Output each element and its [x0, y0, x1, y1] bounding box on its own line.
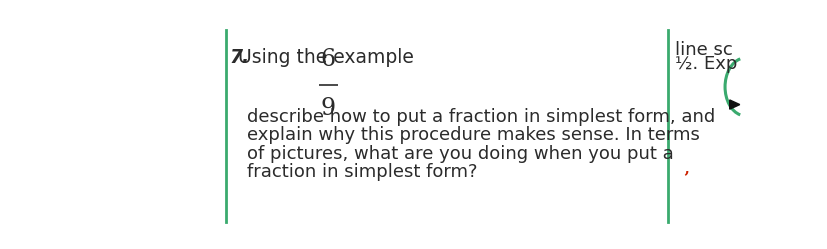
- Text: 6: 6: [320, 49, 336, 71]
- Text: 7.: 7.: [229, 48, 249, 66]
- Text: ½. Exp: ½. Exp: [674, 55, 736, 73]
- Text: of pictures, what are you doing when you put a: of pictures, what are you doing when you…: [246, 145, 673, 163]
- Text: describe how to put a fraction in simplest form, and: describe how to put a fraction in simple…: [246, 108, 715, 126]
- Text: fraction in simplest form?: fraction in simplest form?: [246, 163, 477, 181]
- Text: 9: 9: [320, 97, 336, 120]
- Text: Using the example: Using the example: [237, 48, 413, 66]
- Polygon shape: [729, 100, 739, 109]
- Text: ’: ’: [682, 169, 688, 186]
- Text: explain why this procedure makes sense. In terms: explain why this procedure makes sense. …: [246, 126, 699, 144]
- Text: line sc: line sc: [674, 41, 732, 59]
